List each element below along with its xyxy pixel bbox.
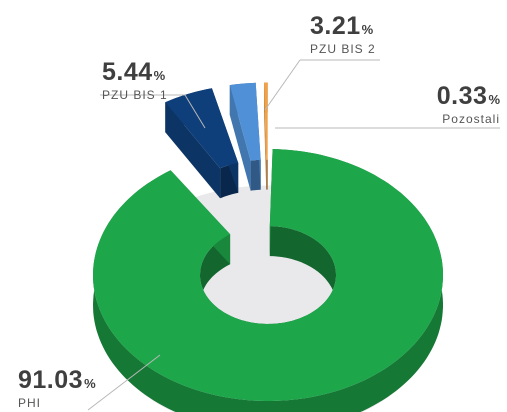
slice-pzu-bis-2-inner-wall	[250, 159, 261, 191]
label-pzu-bis-2: 3.21% PZU BIS 2	[310, 12, 376, 56]
label-pozostali: 0.33% Pozostali	[430, 82, 500, 126]
slice-pozostali-cut-start	[264, 82, 267, 190]
leader-line	[264, 59, 301, 111]
label-phi: 91.03% PHI	[18, 366, 96, 410]
pzu-bis-1-percent-sign: %	[153, 68, 166, 83]
phi-name: PHI	[18, 396, 42, 410]
slice-phi	[93, 149, 443, 401]
pzu-bis-2-name: PZU BIS 2	[310, 42, 376, 56]
phi-percent: 91.03	[18, 366, 84, 394]
pozostali-percent-sign: %	[488, 92, 500, 107]
phi-percent-sign: %	[84, 376, 96, 391]
slice-pzu-bis-1-cut-start	[165, 102, 221, 199]
slice-pzu-bis-1	[165, 88, 239, 169]
slice-pozostali	[264, 82, 268, 160]
pzu-bis-2-percent: 3.21	[310, 12, 361, 40]
slice-pozostali-inner-wall	[266, 159, 268, 190]
leader-line	[87, 354, 161, 411]
label-pzu-bis-1: 5.44% PZU BIS 1	[102, 58, 168, 102]
slice-pzu-bis-2-cut-start	[229, 85, 251, 191]
pzu-bis-1-percent: 5.44	[102, 58, 153, 86]
leader-line	[100, 94, 206, 129]
pzu-bis-2-percent-sign: %	[361, 22, 374, 37]
pzu-bis-1-name: PZU BIS 1	[102, 88, 168, 102]
pozostali-name: Pozostali	[442, 112, 500, 126]
pozostali-percent: 0.33	[436, 82, 488, 110]
slice-pzu-bis-2	[229, 82, 261, 161]
